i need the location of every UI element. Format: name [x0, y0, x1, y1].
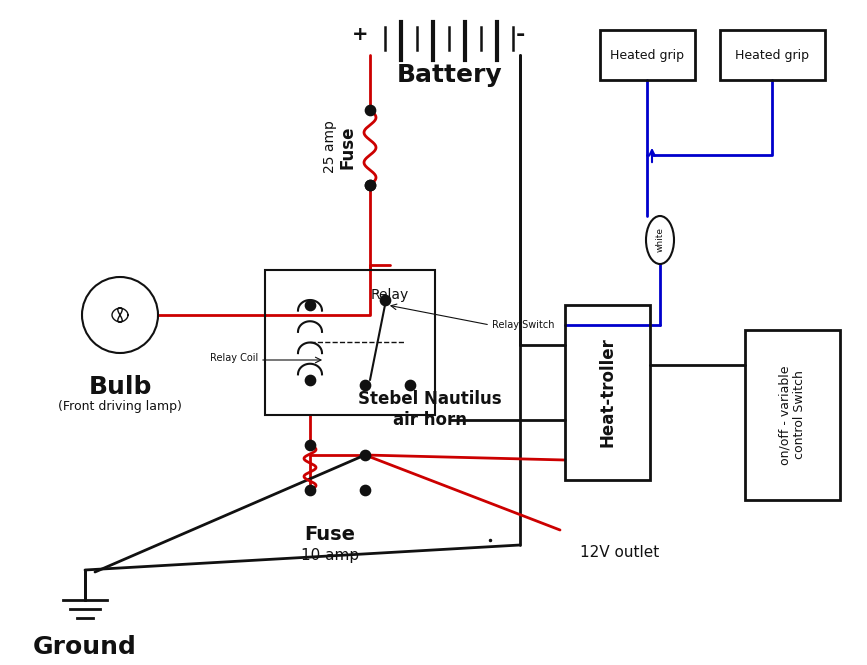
Text: Fuse: Fuse: [339, 125, 357, 169]
Text: Relay: Relay: [371, 288, 409, 302]
Point: [303, 374, 317, 385]
Bar: [565, 305, 650, 480]
Text: Bulb: Bulb: [88, 375, 152, 399]
Bar: [745, 330, 840, 500]
Ellipse shape: [646, 216, 674, 264]
Point: [358, 380, 372, 390]
Text: Relay Switch: Relay Switch: [492, 320, 555, 330]
Text: +: +: [352, 25, 368, 45]
Text: 12V outlet: 12V outlet: [580, 545, 659, 560]
Text: Relay Coil: Relay Coil: [210, 353, 258, 363]
Text: (Front driving lamp): (Front driving lamp): [58, 400, 182, 413]
Bar: [600, 30, 695, 80]
Text: 25 amp: 25 amp: [323, 120, 337, 174]
Text: on/off - variable
control Switch: on/off - variable control Switch: [778, 365, 806, 465]
Point: [303, 485, 317, 495]
Point: [403, 380, 417, 390]
Text: Stebel Nautilus
air horn: Stebel Nautilus air horn: [358, 390, 502, 429]
Point: [303, 300, 317, 311]
Text: Heated grip: Heated grip: [610, 49, 684, 61]
Text: Heat-troller: Heat-troller: [598, 337, 616, 447]
Text: 10 amp: 10 amp: [301, 548, 359, 563]
Text: Fuse: Fuse: [304, 525, 355, 544]
Text: white: white: [655, 227, 664, 253]
Text: Heated grip: Heated grip: [735, 49, 809, 61]
Point: [363, 180, 377, 190]
Point: [378, 295, 392, 305]
Bar: [265, 270, 435, 415]
Point: [363, 180, 377, 190]
Text: Ground: Ground: [33, 635, 137, 659]
Text: Battery: Battery: [397, 63, 503, 87]
Point: [363, 104, 377, 115]
Bar: [720, 30, 825, 80]
Point: [358, 485, 372, 495]
Point: [303, 440, 317, 450]
Text: -: -: [515, 25, 525, 45]
Point: [358, 450, 372, 460]
